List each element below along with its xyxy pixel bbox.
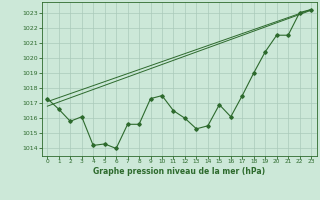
X-axis label: Graphe pression niveau de la mer (hPa): Graphe pression niveau de la mer (hPa)	[93, 167, 265, 176]
